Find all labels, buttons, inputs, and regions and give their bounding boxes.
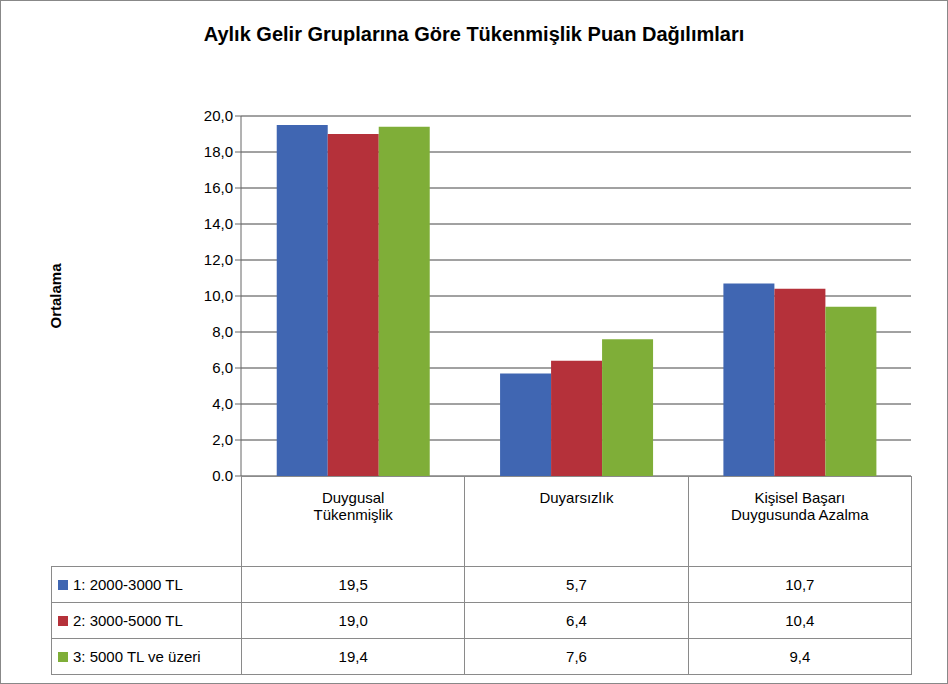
svg-text:2,0: 2,0	[212, 431, 233, 448]
svg-text:12,0: 12,0	[204, 251, 233, 268]
svg-text:14,0: 14,0	[204, 215, 233, 232]
svg-text:20,0: 20,0	[204, 107, 233, 124]
svg-text:4,0: 4,0	[212, 395, 233, 412]
html-text:Duygusal Tükenmişlik: Duygusal Tükenmişlik	[313, 489, 393, 523]
svg-text:Ortalama: Ortalama	[47, 263, 64, 329]
svg-text:0,0: 0,0	[212, 467, 233, 481]
html-text:9,4: 9,4	[789, 648, 811, 665]
svg-text:10,0: 10,0	[204, 287, 233, 304]
html-text:2: 3000-5000 TL: 2: 3000-5000 TL	[73, 612, 183, 629]
html-text:10,7: 10,7	[785, 576, 815, 593]
html-text:Kişisel Başarı Duygusunda Azal: Kişisel Başarı Duygusunda Azalma	[731, 489, 869, 523]
html-text:1: 2000-3000 TL: 1: 2000-3000 TL	[73, 576, 183, 593]
html-text:10,4: 10,4	[785, 612, 815, 629]
html-text:7,6: 7,6	[566, 648, 587, 665]
html-text:Aylık Gelir Gruplarına Göre Tü: Aylık Gelir Gruplarına Göre Tükenmişlik …	[203, 23, 745, 45]
svg-text:16,0: 16,0	[204, 179, 233, 196]
html-text:19,4: 19,4	[338, 648, 368, 665]
html-text:19,0: 19,0	[338, 612, 368, 629]
svg-text:18,0: 18,0	[204, 143, 233, 160]
html-text:Duyarsızlık: Duyarsızlık	[539, 489, 614, 506]
html-text:5,7: 5,7	[566, 576, 587, 593]
html-text:19,5: 19,5	[338, 576, 368, 593]
svg-text:6,0: 6,0	[212, 359, 233, 376]
html-text:3: 5000 TL ve üzeri: 3: 5000 TL ve üzeri	[73, 648, 201, 665]
html-text:6,4: 6,4	[566, 612, 587, 629]
svg-text:8,0: 8,0	[212, 323, 233, 340]
